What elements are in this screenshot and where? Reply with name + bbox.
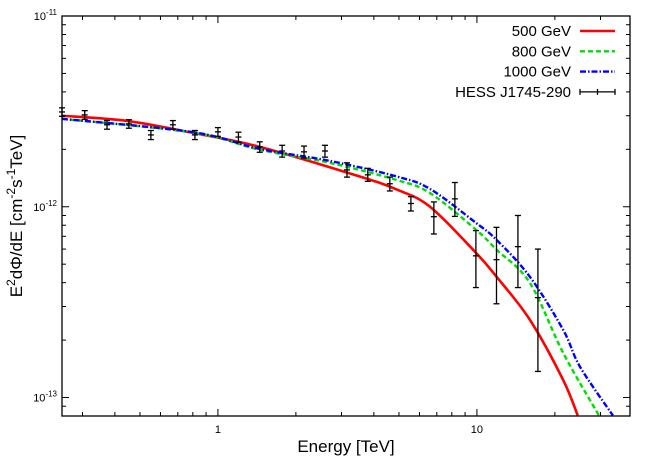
data-point [125, 119, 132, 129]
data-point [451, 181, 458, 218]
data-point [235, 131, 242, 143]
y-axis-label: E2dΦ/dE [cm-2s-1TeV] [4, 135, 26, 298]
ylabel-superscript: -2 [4, 188, 18, 199]
data-points [59, 107, 541, 373]
tick-exponent: -13 [45, 390, 57, 399]
data-point [364, 167, 371, 182]
legend-label: HESS J1745-290 [455, 84, 571, 101]
legend-item: 1000 GeV [503, 64, 615, 81]
data-point [279, 144, 286, 158]
data-point [301, 145, 308, 159]
tick-base: 10 [33, 393, 45, 405]
y-tick-label: 10-13 [33, 390, 57, 405]
data-point [214, 126, 221, 137]
axis-ticks [62, 16, 630, 417]
x-axis-label: Energy [TeV] [297, 437, 394, 456]
legend-item: HESS J1745-290 [455, 84, 616, 101]
legend: 500 GeV 800 GeV 1000 GeV HESS J1745-290 [455, 23, 616, 101]
data-point [472, 229, 479, 289]
y-tick-label: 10-11 [34, 8, 58, 23]
tick-base: 10 [33, 202, 45, 214]
data-point [430, 201, 437, 235]
data-point [534, 248, 541, 373]
series-line-2 [62, 117, 601, 416]
tick-base: 10 [34, 11, 46, 23]
legend-label: 800 GeV [512, 43, 571, 60]
data-point [343, 162, 350, 178]
data-point [386, 176, 393, 192]
series-line-3 [62, 117, 614, 416]
data-point [256, 141, 263, 153]
y-tick-label: 10-12 [33, 199, 57, 214]
data-point [81, 110, 88, 121]
model-curves [62, 114, 614, 416]
x-tick-label: 10 [471, 424, 483, 436]
data-point [169, 119, 176, 130]
legend-item: 800 GeV [512, 43, 615, 60]
series-line-1 [62, 114, 579, 416]
data-point [321, 144, 328, 158]
data-point [493, 226, 500, 305]
data-point [407, 195, 414, 212]
ylabel-superscript: 2 [4, 279, 18, 286]
ylabel-text: s [7, 179, 26, 188]
plot-frame [61, 15, 631, 417]
ylabel-text: E [7, 286, 26, 297]
ylabel-superscript: -1 [4, 168, 18, 179]
data-point [191, 129, 198, 141]
data-point [104, 119, 111, 130]
data-point [514, 214, 521, 289]
tick-exponent: -11 [46, 8, 58, 17]
legend-label: 500 GeV [512, 23, 571, 40]
ylabel-text: TeV] [7, 135, 26, 169]
legend-label: 1000 GeV [503, 64, 571, 81]
legend-item: 500 GeV [512, 23, 615, 40]
ylabel-text: dΦ/dE [cm [7, 199, 26, 280]
x-tick-label: 1 [215, 424, 221, 436]
data-point [147, 129, 154, 141]
tick-exponent: -12 [45, 199, 57, 208]
